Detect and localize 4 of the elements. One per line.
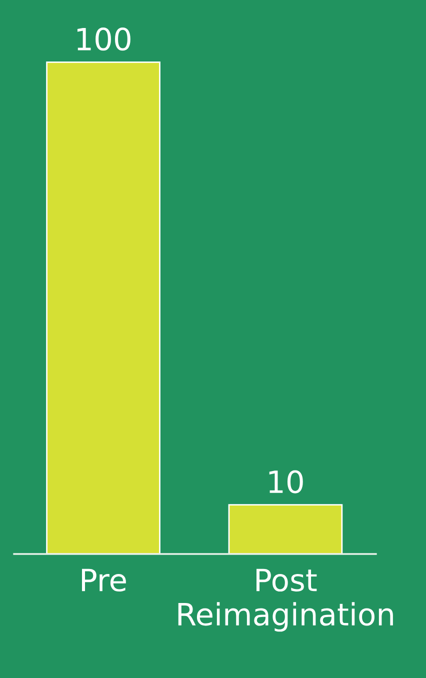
x-tick-label: Pre xyxy=(82,568,126,592)
data-label: 10 xyxy=(269,470,303,494)
x-tick-label: Post Reimagination xyxy=(178,568,393,632)
data-label: 100 xyxy=(77,28,130,51)
